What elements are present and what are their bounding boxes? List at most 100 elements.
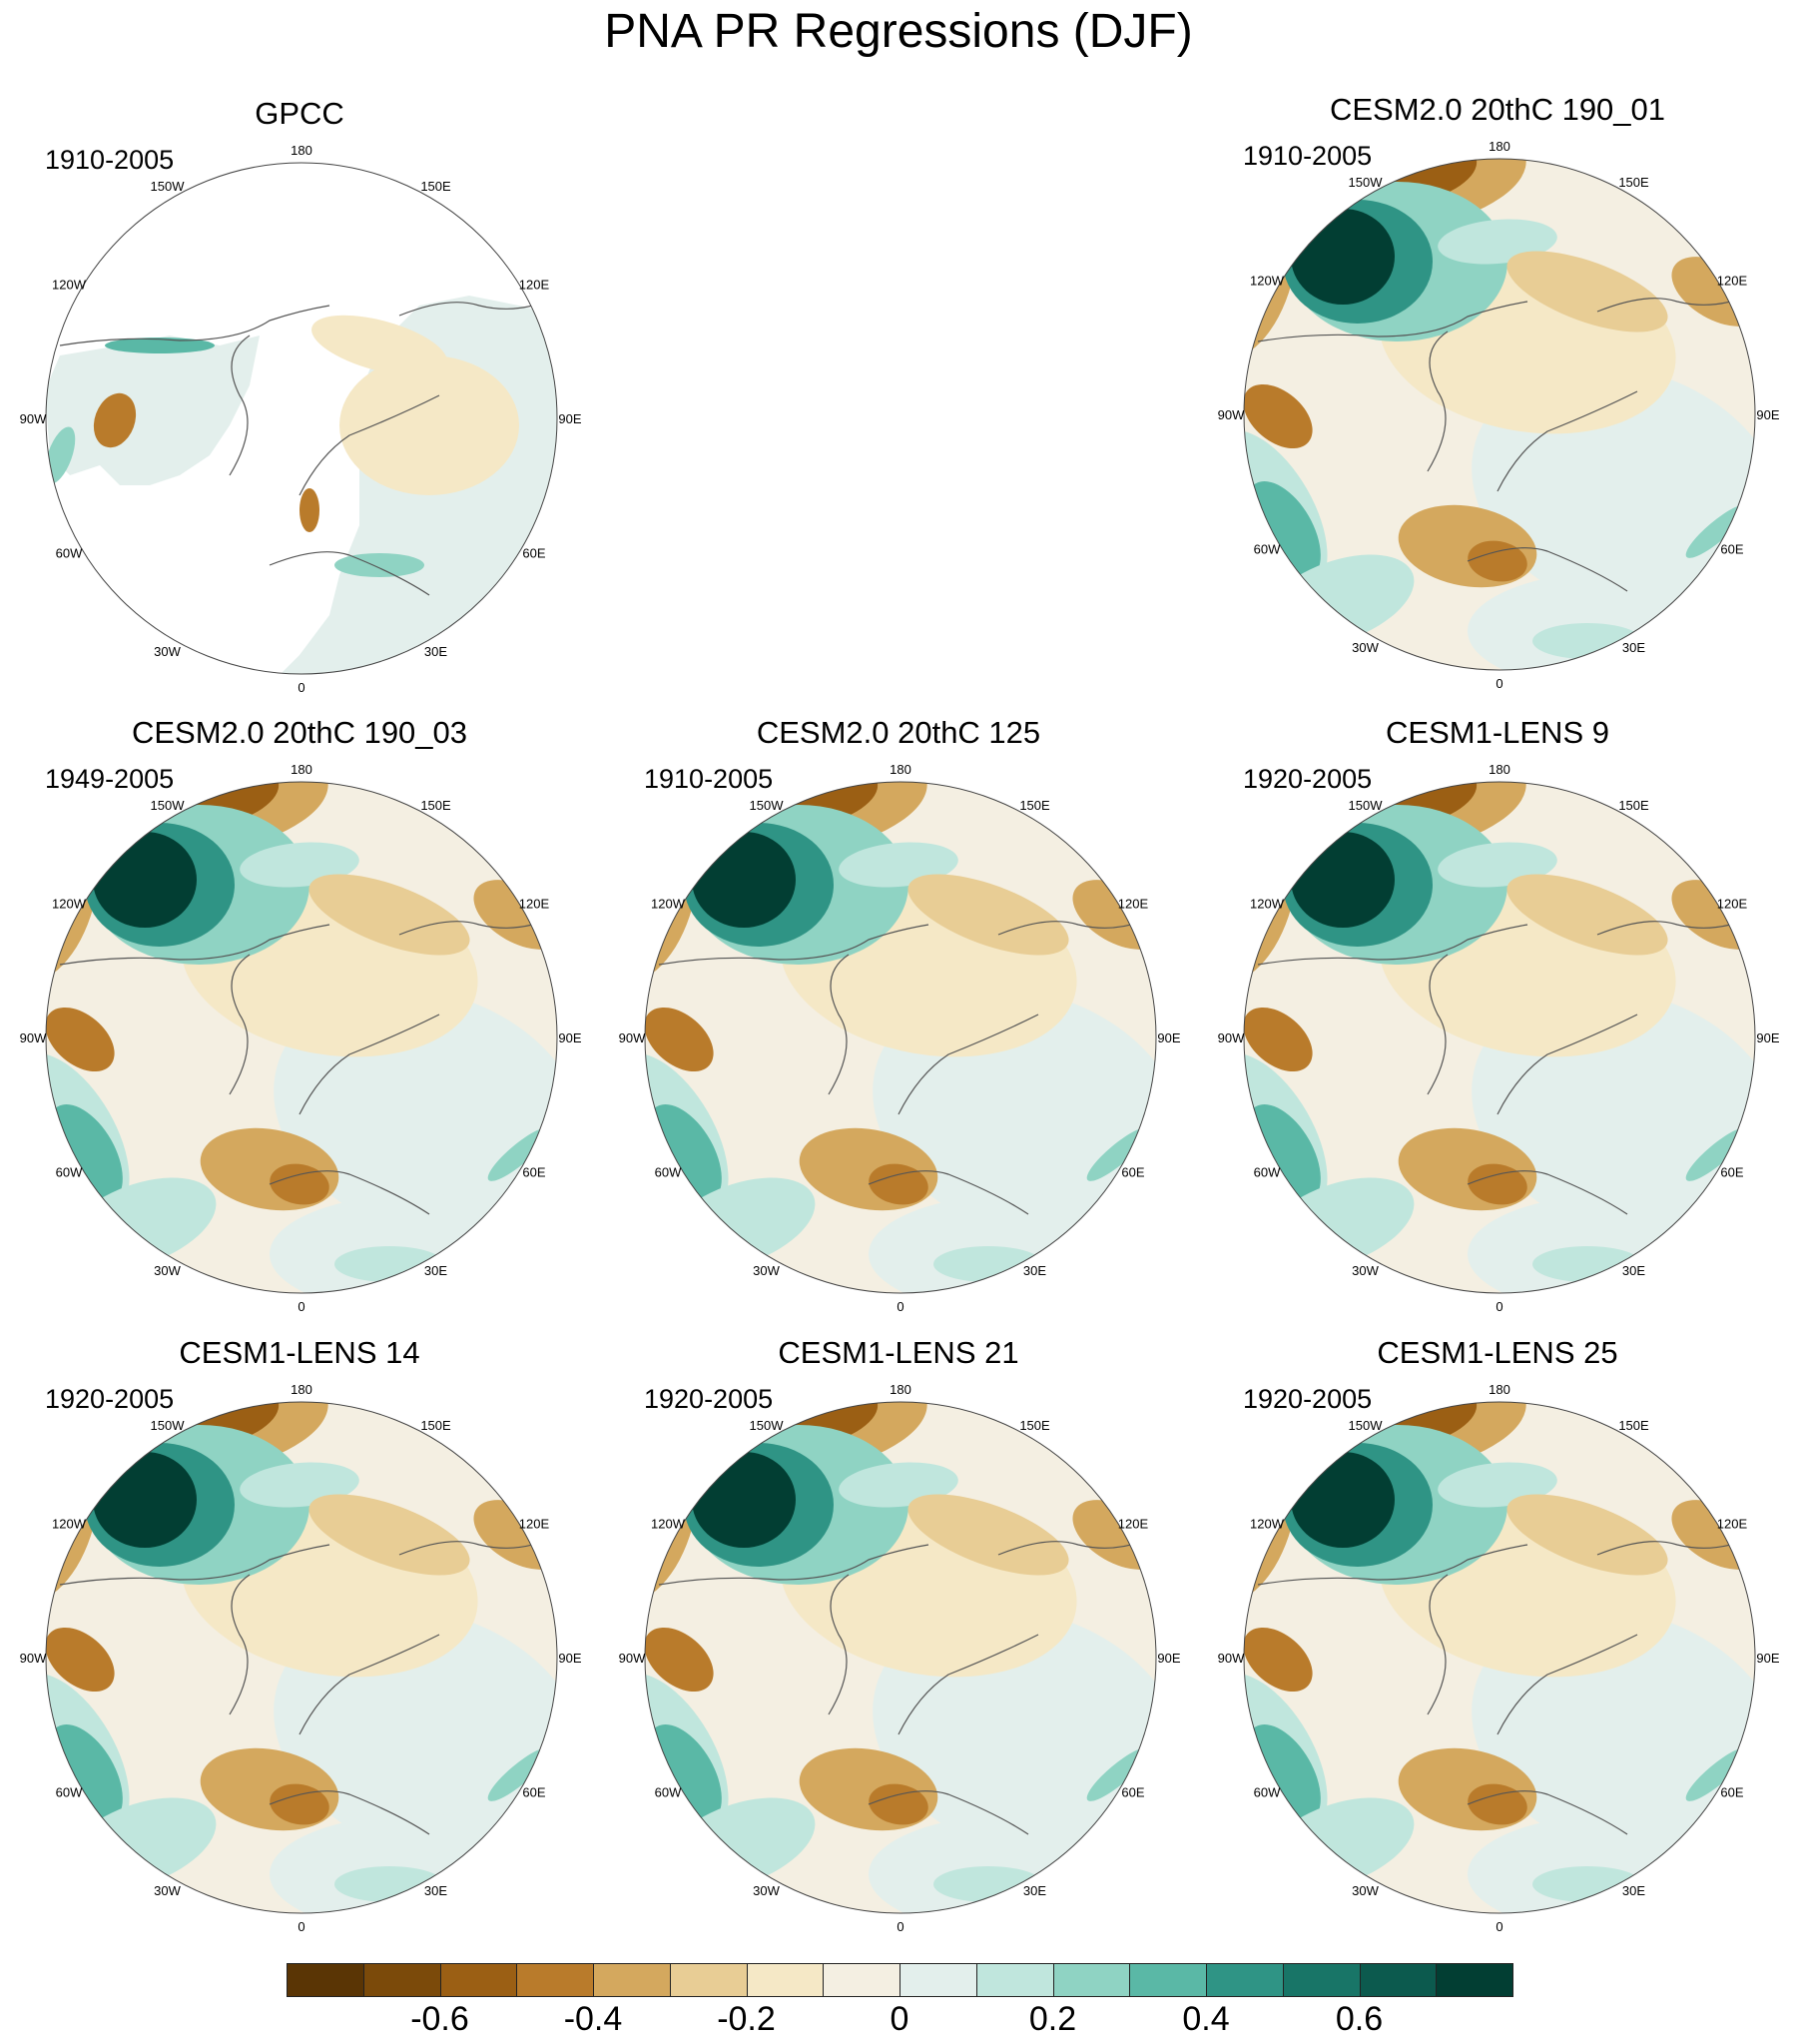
longitude-label-lon_120w: 120W (52, 278, 87, 293)
longitude-label-lon_150w: 150W (750, 798, 785, 813)
longitude-label-lon_90w: 90W (619, 1030, 646, 1045)
longitude-label-lon_150w: 150W (151, 1418, 186, 1433)
longitude-label-lon_120w: 120W (651, 897, 686, 912)
longitude-label-lon_150e: 150E (420, 798, 451, 813)
longitude-label-lon_180: 180 (1489, 762, 1510, 777)
longitude-label-lon_0: 0 (1496, 676, 1502, 691)
north-america-dry-region (645, 1627, 714, 1693)
longitude-label-lon_0: 0 (1496, 1919, 1502, 1934)
coastline (59, 1544, 330, 1586)
longitude-label-lon_30e: 30E (424, 644, 447, 659)
map-boundary (45, 1401, 558, 1914)
longitude-label-lon_120e: 120E (1717, 274, 1748, 289)
longitude-label-lon_150e: 150E (1019, 1418, 1050, 1433)
longitude-label-lon_30e: 30E (424, 1883, 447, 1898)
longitude-label-lon_60e: 60E (1121, 1785, 1144, 1800)
longitude-label-lon_90w: 90W (1218, 407, 1245, 422)
longitude-label-lon_30e: 30E (1622, 640, 1645, 655)
panel-lens-21: CESM1-LENS 21 1920-2005 180 150E 120E 90E 60… (599, 1335, 1198, 1954)
polar-map: 180 150E 120E 90E 60E 30E 0 30W 60W 90W 120W 150W (20, 143, 582, 695)
longitude-label-lon_0: 0 (897, 1299, 903, 1314)
coastline (1257, 1544, 1528, 1586)
longitude-label-lon_90e: 90E (1756, 1651, 1779, 1666)
field-layer (645, 1402, 1156, 1913)
north-america-dry-core (93, 392, 137, 448)
field-layer (46, 1402, 557, 1913)
coastline (1467, 1790, 1628, 1835)
longitude-label-lon_60w: 60W (655, 1165, 682, 1180)
longitude-label-lon_150w: 150W (1349, 175, 1384, 190)
longitude-label-lon_30e: 30E (1622, 1263, 1645, 1278)
colorbar-segment (362, 1963, 441, 1997)
field-layer (1244, 159, 1755, 670)
panel-period: 1910-2005 (644, 764, 774, 794)
east-asia-dry-region (308, 874, 470, 956)
colorbar-segment (1282, 1963, 1361, 1997)
colorbar-segment (1129, 1963, 1207, 1997)
longitude-label-lon_30w: 30W (1352, 1883, 1379, 1898)
coastline (1497, 1014, 1638, 1115)
coastline (59, 305, 330, 346)
coastline (269, 551, 430, 596)
east-asia-dry-region (1506, 1494, 1668, 1576)
map-boundary (1243, 1401, 1756, 1914)
longitude-label-lon_120e: 120E (519, 897, 550, 912)
polar-map: 180 150E 120E 90E 60E 30E 0 30W 60W 90W 120W 150W (1218, 1382, 1780, 1934)
longitude-label-lon_90e: 90E (1157, 1651, 1180, 1666)
europe-dry-core (1468, 1163, 1527, 1205)
longitude-label-lon_90w: 90W (20, 1651, 47, 1666)
colorbar-segment (593, 1963, 671, 1997)
longitude-label-lon_60e: 60E (522, 1165, 545, 1180)
panel-lens-25: CESM1-LENS 25 1920-2005 180 150E 120E 90E 60… (1198, 1335, 1797, 1954)
east-asia-dry-region (907, 874, 1069, 956)
north-america-dry-region (645, 1007, 714, 1072)
coastline (299, 394, 440, 496)
longitude-label-lon_120e: 120E (519, 1517, 550, 1532)
pacific-wet-core (692, 1452, 796, 1548)
panel-cesm2-190-03: CESM2.0 20thC 190_03 1949-2005 180 150E 12… (0, 715, 599, 1334)
scandinavia-dry-core (300, 488, 319, 532)
pacific-wet-core (1291, 832, 1395, 928)
coastline (828, 954, 850, 1095)
map-boundary (45, 781, 558, 1294)
north-america-land-field (46, 336, 260, 485)
panel-lens-14: CESM1-LENS 14 1920-2005 180 150E 120E 90E 60… (0, 1335, 599, 1954)
panel-title: CESM2.0 20thC 190_03 (131, 715, 468, 750)
coastline (658, 1544, 929, 1586)
longitude-label-lon_150e: 150E (420, 179, 451, 194)
colorbar-segment (746, 1963, 825, 1997)
panel-period: 1920-2005 (45, 1384, 175, 1414)
figure-title: PNA PR Regressions (DJF) (604, 5, 1193, 58)
coastline (828, 1574, 850, 1715)
coastline (269, 1790, 430, 1835)
panel-title: CESM2.0 20thC 125 (756, 715, 1041, 750)
longitude-label-lon_150e: 150E (1618, 1418, 1649, 1433)
longitude-label-lon_150w: 150W (750, 1418, 785, 1433)
coastline (229, 954, 251, 1095)
panel-period: 1920-2005 (1243, 764, 1373, 794)
panel-period: 1949-2005 (45, 764, 175, 794)
longitude-label-lon_60w: 60W (56, 1165, 83, 1180)
europe-dry-core (270, 1163, 329, 1205)
coastline (229, 335, 251, 476)
colorbar-tick-label: -0.2 (717, 2000, 776, 2038)
east-asia-dry-region (907, 1494, 1069, 1576)
coastline (229, 1574, 251, 1715)
coastline (1467, 1170, 1628, 1215)
longitude-label-lon_30e: 30E (1622, 1883, 1645, 1898)
colorbar-tick-label: 0.4 (1182, 2000, 1230, 2038)
coastline (1467, 547, 1628, 592)
longitude-label-lon_90e: 90E (558, 411, 581, 426)
coastline (1257, 301, 1528, 342)
field-layer (645, 782, 1156, 1293)
colorbar-segment (287, 1963, 364, 1997)
longitude-label-lon_90e: 90E (558, 1030, 581, 1045)
longitude-label-lon_30e: 30E (424, 1263, 447, 1278)
coastline (898, 1634, 1039, 1735)
coastline (299, 1014, 440, 1115)
longitude-label-lon_150e: 150E (1019, 798, 1050, 813)
pacific-wet-core (692, 832, 796, 928)
colorbar-segment (1359, 1963, 1438, 1997)
coast-wet-region (46, 426, 76, 484)
mediterranean-wet-region (334, 553, 424, 577)
